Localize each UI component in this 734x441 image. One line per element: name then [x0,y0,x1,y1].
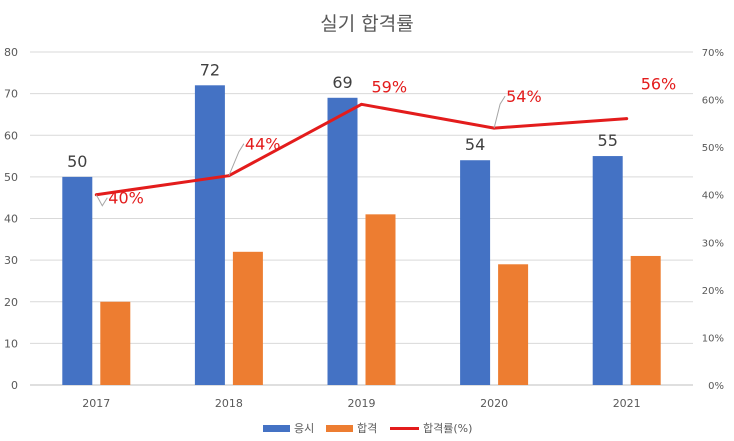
x-tick-label: 2018 [215,397,243,410]
right-tick-label: 50% [702,143,724,154]
rate-value-label: 59% [372,77,408,96]
rate-point [492,126,496,130]
legend-swatch-passed [326,425,353,432]
bar-passed [498,264,529,385]
left-tick-label: 10 [4,337,18,350]
x-tick-label: 2017 [82,397,110,410]
data-labels: 50 72 69 54 55 40% 44% 59% 54% 56% [67,60,676,207]
bar-passed [232,251,263,385]
leader-line [493,95,506,129]
bar-applicants [194,85,225,386]
left-tick-label: 70 [4,88,18,101]
left-tick-label: 50 [4,171,18,184]
x-axis: 2017 2018 2019 2020 2021 [82,397,640,410]
bar-passed [630,255,661,385]
legend-label-rate: 합격률(%) [423,422,472,435]
chart-title: 실기 합격률 [320,13,413,35]
rate-line-group [94,102,629,197]
left-tick-label: 80 [4,46,18,59]
gridlines [30,51,693,386]
left-tick-label: 30 [4,254,18,267]
x-tick-label: 2019 [348,397,376,410]
bar-passed [100,301,131,385]
bars [62,85,661,386]
x-tick-label: 2021 [613,397,641,410]
left-tick-label: 40 [4,213,18,226]
rate-value-label: 56% [641,75,677,94]
bar-value-label: 72 [200,60,220,79]
right-tick-label: 30% [702,238,724,249]
bar-value-label: 54 [465,135,485,154]
left-axis: 0 10 20 30 40 50 60 70 80 [4,46,18,392]
rate-value-label: 40% [108,189,144,208]
right-tick-label: 60% [702,96,724,107]
bar-applicants [460,160,491,385]
bar-value-label: 55 [598,131,618,150]
bar-value-label: 69 [332,73,352,92]
leader-line [95,194,108,207]
left-tick-label: 0 [11,379,18,392]
legend-swatch-applicants [263,425,290,432]
leader-line [228,143,245,176]
right-tick-label: 40% [702,191,724,202]
legend-label-passed: 합격 [357,422,377,435]
rate-value-label: 54% [506,87,542,106]
bar-applicants [62,176,93,385]
bar-value-label: 50 [67,152,87,171]
right-tick-label: 10% [702,333,724,344]
legend-label-applicants: 응시 [294,422,314,435]
right-tick-label: 70% [702,48,724,59]
right-tick-label: 20% [702,286,724,297]
rate-point [625,117,629,121]
rate-line [96,102,627,197]
right-tick-label: 0% [708,381,724,392]
left-tick-label: 60 [4,129,18,142]
rate-point [360,102,363,106]
bar-applicants [592,156,623,385]
rate-value-label: 44% [245,135,281,154]
left-tick-label: 20 [4,296,18,309]
right-axis: 0% 10% 20% 30% 40% 50% 60% 70% [702,48,724,392]
bar-passed [365,214,396,385]
legend: 응시 합격 합격률(%) [263,422,472,435]
x-tick-label: 2020 [480,397,508,410]
bar-applicants [327,97,358,385]
